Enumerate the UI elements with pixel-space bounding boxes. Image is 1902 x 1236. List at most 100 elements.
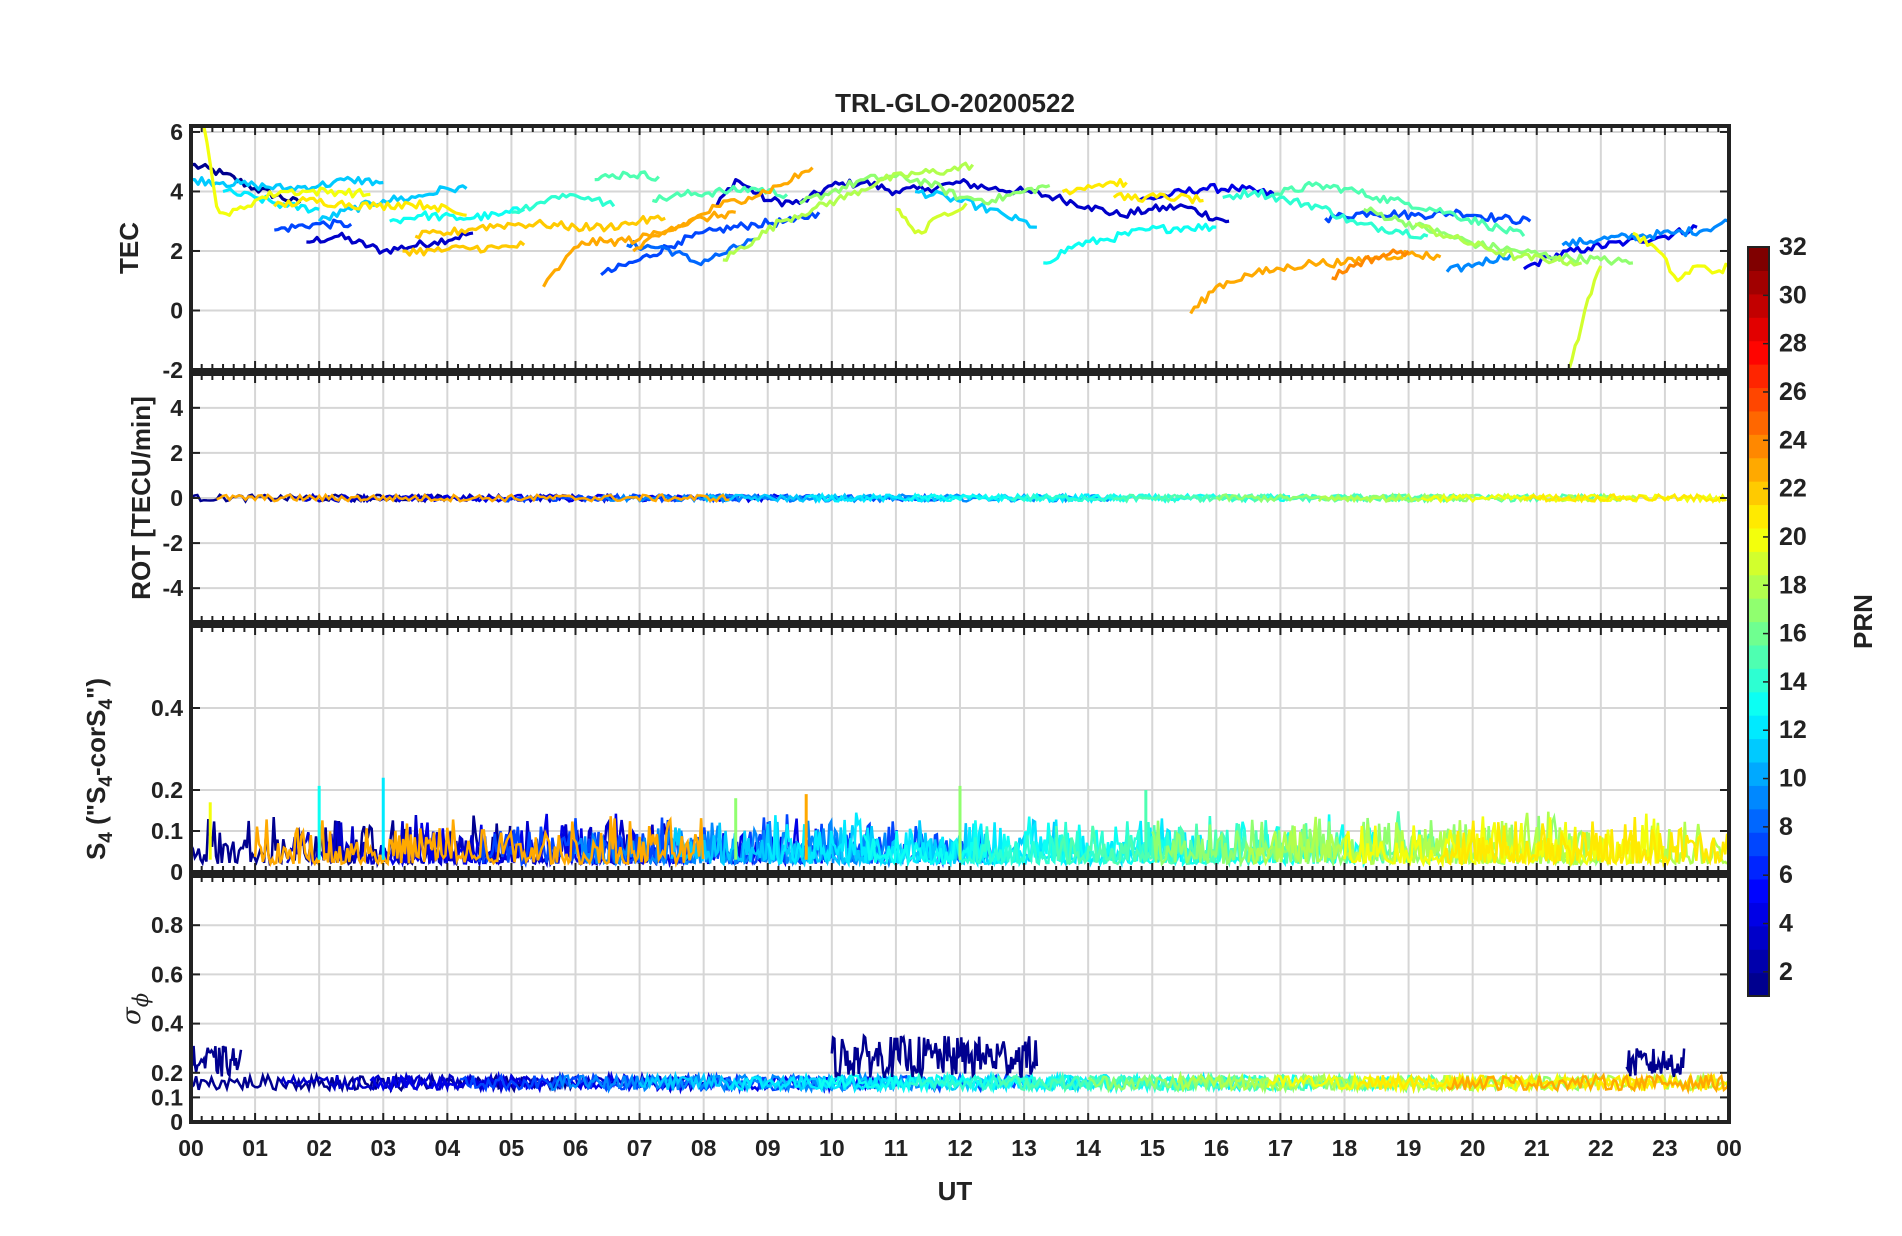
x-tick-label: 00: [178, 1135, 204, 1161]
y-tick-label: 0: [170, 1109, 183, 1135]
colorbar-swatch: [1748, 855, 1769, 880]
colorbar-swatch: [1748, 434, 1769, 459]
tec-series-prn-22: [402, 240, 526, 257]
x-tick-label: 15: [1139, 1135, 1165, 1161]
panel-frame: [189, 624, 1731, 874]
colorbar-tick-label: 6: [1779, 861, 1793, 889]
y-tick-label: 0.8: [151, 912, 183, 938]
y-axis-label-part: S: [81, 843, 111, 860]
colorbar-swatch: [1748, 270, 1769, 295]
panel-s4: 00.10.20.4S4 ("S4-corS4"): [81, 624, 1731, 885]
colorbar-tick-label: 2: [1779, 958, 1793, 986]
y-axis-label-part: ("S: [81, 787, 111, 833]
x-tick-label: 07: [627, 1135, 653, 1161]
x-tick-label: 23: [1652, 1135, 1678, 1161]
tec-series-prn-15: [1273, 180, 1526, 238]
x-tick-label: 18: [1332, 1135, 1358, 1161]
y-tick-label: 0: [170, 485, 183, 511]
y-tick-label: 0.4: [151, 695, 183, 721]
x-tick-label: 19: [1396, 1135, 1422, 1161]
sigma-elevated-prn-1: [830, 1033, 1039, 1080]
colorbar-swatch: [1748, 761, 1769, 786]
y-tick-label: 4: [170, 395, 183, 421]
x-tick-label: 01: [242, 1135, 268, 1161]
tec-series-prn-18: [722, 161, 975, 262]
colorbar-swatch: [1748, 902, 1769, 927]
colorbar-tick-label: 8: [1779, 813, 1793, 841]
y-tick-label: -2: [163, 530, 183, 556]
colorbar-tick-label: 24: [1779, 426, 1807, 454]
y-tick-label: 2: [170, 440, 183, 466]
y-axis-label-part: 4: [96, 699, 117, 710]
panel-data: [191, 1033, 1729, 1095]
colorbar-tick-label: 32: [1779, 233, 1807, 261]
colorbar-tick-label: 30: [1779, 281, 1807, 309]
x-tick-label: 22: [1588, 1135, 1614, 1161]
colorbar-tick-label: 18: [1779, 571, 1807, 599]
panel-frame: [189, 372, 1731, 624]
sigma-elevated-prn-1: [191, 1045, 243, 1080]
panel-data: [191, 126, 1729, 370]
colorbar-tick-label: 28: [1779, 330, 1807, 358]
x-tick-label: 04: [435, 1135, 461, 1161]
colorbar-swatch: [1748, 574, 1769, 599]
x-tick-label: 17: [1268, 1135, 1294, 1161]
y-tick-label: 0.2: [151, 777, 183, 803]
tec-series-prn-14: [1222, 188, 1429, 240]
tec-series-prn-20: [202, 126, 371, 217]
y-tick-label: 4: [170, 178, 183, 204]
tec-series-prn-21: [1112, 191, 1204, 205]
y-axis-label-part: "): [81, 678, 111, 699]
tec-series-prn-22: [414, 214, 666, 240]
sigma-series-prn-21: [1356, 1071, 1729, 1094]
tec-series-prn-21: [273, 196, 467, 217]
colorbar-swatch: [1748, 364, 1769, 389]
tec-series-prn-11: [191, 175, 384, 193]
tec-series-prn-13: [389, 206, 525, 225]
colorbar-tick-label: 16: [1779, 620, 1807, 648]
s4-series-prn-21: [1439, 816, 1729, 869]
y-tick-label: 0: [170, 297, 183, 323]
x-axis: 00 01 02 03 04 05 06 07 08 09 10 11 12 13 14 15 16 17 18 19…: [178, 1135, 1742, 1161]
tec-series-prn-17: [798, 171, 1051, 206]
colorbar-swatch: [1748, 808, 1769, 833]
sigma-series-prn-23: [1446, 1071, 1729, 1095]
colorbar-swatch: [1748, 551, 1769, 576]
y-tick-label: 0.4: [151, 1011, 183, 1037]
colorbar-swatch: [1748, 410, 1769, 435]
colorbar-swatch: [1748, 644, 1769, 669]
colorbar-swatch: [1748, 293, 1769, 318]
y-axis-label: ROT [TECU/min]: [126, 396, 156, 600]
panel-data: [191, 491, 1727, 504]
colorbar-swatch: [1748, 925, 1769, 950]
x-tick-label: 16: [1204, 1135, 1230, 1161]
tec-series-prn-23: [1189, 249, 1442, 315]
tec-series-prn-14: [511, 192, 616, 215]
colorbar-swatch: [1748, 832, 1769, 857]
colorbar-swatch: [1748, 691, 1769, 716]
x-tick-label: 13: [1011, 1135, 1037, 1161]
panel-frame: [189, 874, 1731, 1124]
tec-series-prn-12: [222, 187, 320, 214]
x-tick-label: 12: [947, 1135, 973, 1161]
x-tick-label: 14: [1075, 1135, 1101, 1161]
x-tick-label: 10: [819, 1135, 845, 1161]
panel-data: [191, 777, 1729, 869]
colorbar-swatch: [1748, 598, 1769, 623]
colorbar-swatch: [1748, 949, 1769, 974]
y-tick-label: 0.2: [151, 1060, 183, 1086]
x-tick-label: 09: [755, 1135, 781, 1161]
colorbar-swatch: [1748, 247, 1769, 272]
x-tick-label: 00: [1716, 1135, 1742, 1161]
colorbar-swatch: [1748, 387, 1769, 412]
colorbar-swatch: [1748, 527, 1769, 552]
panel-rot: -4 -2 0 2 4 ROT [TECU/min]: [126, 372, 1731, 624]
y-axis-label-symbol: σ: [117, 1006, 147, 1025]
y-axis-label-sub: ϕ: [129, 993, 153, 1007]
tec-series-prn-20: [1632, 231, 1729, 283]
colorbar-swatch: [1748, 878, 1769, 903]
x-tick-label: 21: [1524, 1135, 1550, 1161]
colorbar-swatch: [1748, 738, 1769, 763]
tec-series-prn-13: [1043, 222, 1217, 265]
